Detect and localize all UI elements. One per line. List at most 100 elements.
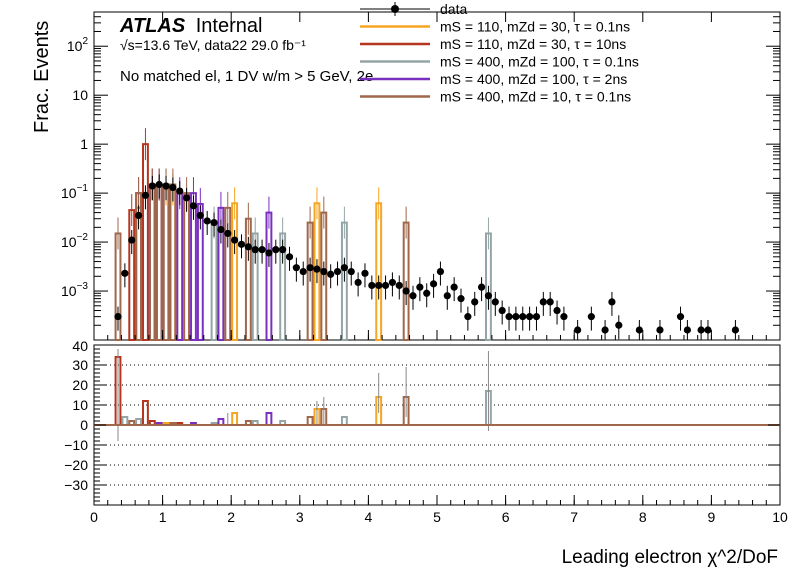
- signal-bin-1-1: [142, 143, 149, 341]
- legend-label-4: mS = 400, mZd = 100, τ = 2ns: [440, 71, 627, 87]
- ratio-y-tick-label-4: −10: [64, 437, 88, 453]
- data-point-14: [210, 218, 218, 227]
- signal-bin-4-6: [183, 192, 191, 341]
- data-point-46: [429, 280, 438, 288]
- data-point-57: [505, 313, 513, 321]
- legend-label-0: data: [440, 1, 467, 17]
- data-point-21: [258, 246, 266, 254]
- legend-label-1: mS = 110, mZd = 30, τ = 0.1ns: [440, 19, 630, 35]
- data-point-60: [526, 313, 534, 321]
- x-tick-label-10: 10: [772, 509, 788, 525]
- y-axis-title: Frac. Events: [31, 21, 53, 133]
- y-tick-label-3: 1: [80, 136, 88, 152]
- y-tick-label-4: 10: [72, 87, 88, 103]
- data-point-4: [141, 191, 150, 199]
- ratio-bin-3-3: [265, 412, 273, 426]
- ratio-y-tick-label-6: −30: [64, 477, 88, 493]
- x-tick-label-3: 3: [296, 509, 304, 525]
- data-point-7: [162, 182, 170, 190]
- data-point-19: [244, 243, 252, 251]
- signal-bin-2-1: [210, 221, 218, 341]
- data-point-39: [381, 281, 390, 290]
- data-point-5: [148, 182, 156, 190]
- data-point-20: [251, 246, 259, 254]
- data-point-0: [114, 313, 122, 321]
- signal-bin-0-0: [231, 202, 239, 341]
- data-point-22: [265, 249, 273, 257]
- y-tick-label-1: 10−2: [61, 232, 88, 250]
- data-point-25: [285, 253, 294, 261]
- data-point-65: [560, 313, 568, 321]
- main-plot-area: [114, 128, 740, 342]
- ratio-bin-0-0: [231, 412, 239, 426]
- x-tick-label-9: 9: [708, 509, 716, 525]
- data-point-3: [134, 211, 143, 220]
- data-point-56: [498, 306, 506, 315]
- data-point-27: [299, 267, 307, 276]
- data-point-32: [333, 267, 342, 276]
- data-point-13: [203, 217, 211, 225]
- data-point-47: [436, 267, 445, 276]
- data-point-37: [368, 281, 376, 290]
- data-point-34: [347, 267, 355, 276]
- data-point-42: [402, 287, 410, 295]
- data-point-66: [574, 326, 582, 334]
- ratio-y-top-label: 40: [72, 338, 88, 354]
- data-point-41: [395, 281, 403, 290]
- data-point-67: [587, 313, 595, 321]
- atlas-label: ATLAS Internal: [119, 15, 262, 37]
- data-point-10: [183, 194, 191, 202]
- data-point-1: [121, 269, 129, 277]
- data-point-58: [512, 313, 520, 321]
- data-point-30: [320, 267, 328, 276]
- data-point-51: [464, 313, 472, 321]
- data-point-62: [539, 298, 547, 306]
- selection-label: No matched el, 1 DV w/m > 5 GeV, 2e: [120, 68, 373, 85]
- data-point-44: [416, 283, 424, 291]
- ratio-y-tick-label-5: −20: [64, 457, 88, 473]
- data-point-9: [176, 187, 184, 195]
- data-point-31: [327, 270, 335, 278]
- data-point-76: [704, 326, 712, 334]
- data-point-53: [477, 283, 486, 291]
- data-point-71: [635, 326, 643, 334]
- signal-bin-4-5: [169, 183, 177, 341]
- data-point-70: [615, 321, 623, 329]
- x-tick-label-2: 2: [227, 509, 235, 525]
- data-point-63: [546, 298, 554, 306]
- data-point-50: [457, 295, 465, 303]
- axes: 0 1 2 3 4 5 6 7 8 9 10 10−3 10−2 10−1 1 10 102 30 20 10 0 −10…: [61, 11, 788, 525]
- data-point-29: [313, 265, 321, 273]
- legend-data-marker: [391, 5, 399, 13]
- ratio-y-tick-label-0: 30: [72, 357, 88, 373]
- data-point-55: [491, 298, 499, 306]
- x-tick-label-0: 0: [90, 509, 98, 525]
- signal-bin-4-3: [155, 183, 163, 341]
- data-point-48: [443, 292, 451, 300]
- x-tick-label-8: 8: [639, 509, 647, 525]
- data-point-68: [601, 326, 609, 334]
- data-point-74: [683, 326, 691, 334]
- data-point-61: [532, 313, 541, 321]
- data-point-18: [237, 240, 246, 248]
- ratio-y-tick-label-3: 0: [80, 417, 88, 433]
- data-point-17: [231, 236, 239, 244]
- x-axis-title: Leading electron χ^2/DoF: [562, 547, 778, 568]
- signal-bin-4-4: [162, 183, 170, 341]
- data-point-6: [155, 180, 163, 189]
- data-point-54: [484, 292, 493, 300]
- data-point-59: [519, 313, 527, 321]
- ratio-y-tick-label-2: 10: [72, 397, 88, 413]
- data-point-75: [697, 326, 705, 334]
- signal-bin-3-8: [265, 211, 273, 341]
- x-tick-label-1: 1: [159, 509, 167, 525]
- ratio-bin-1-1: [142, 400, 149, 426]
- y-tick-label-2: 10−1: [61, 183, 88, 201]
- signal-bin-4-2: [148, 183, 156, 341]
- data-point-64: [553, 306, 561, 315]
- ratio-bin-4-3: [306, 416, 314, 426]
- legend-label-5: mS = 400, mZd = 10, τ = 0.1ns: [440, 89, 631, 105]
- x-tick-label-5: 5: [433, 509, 441, 525]
